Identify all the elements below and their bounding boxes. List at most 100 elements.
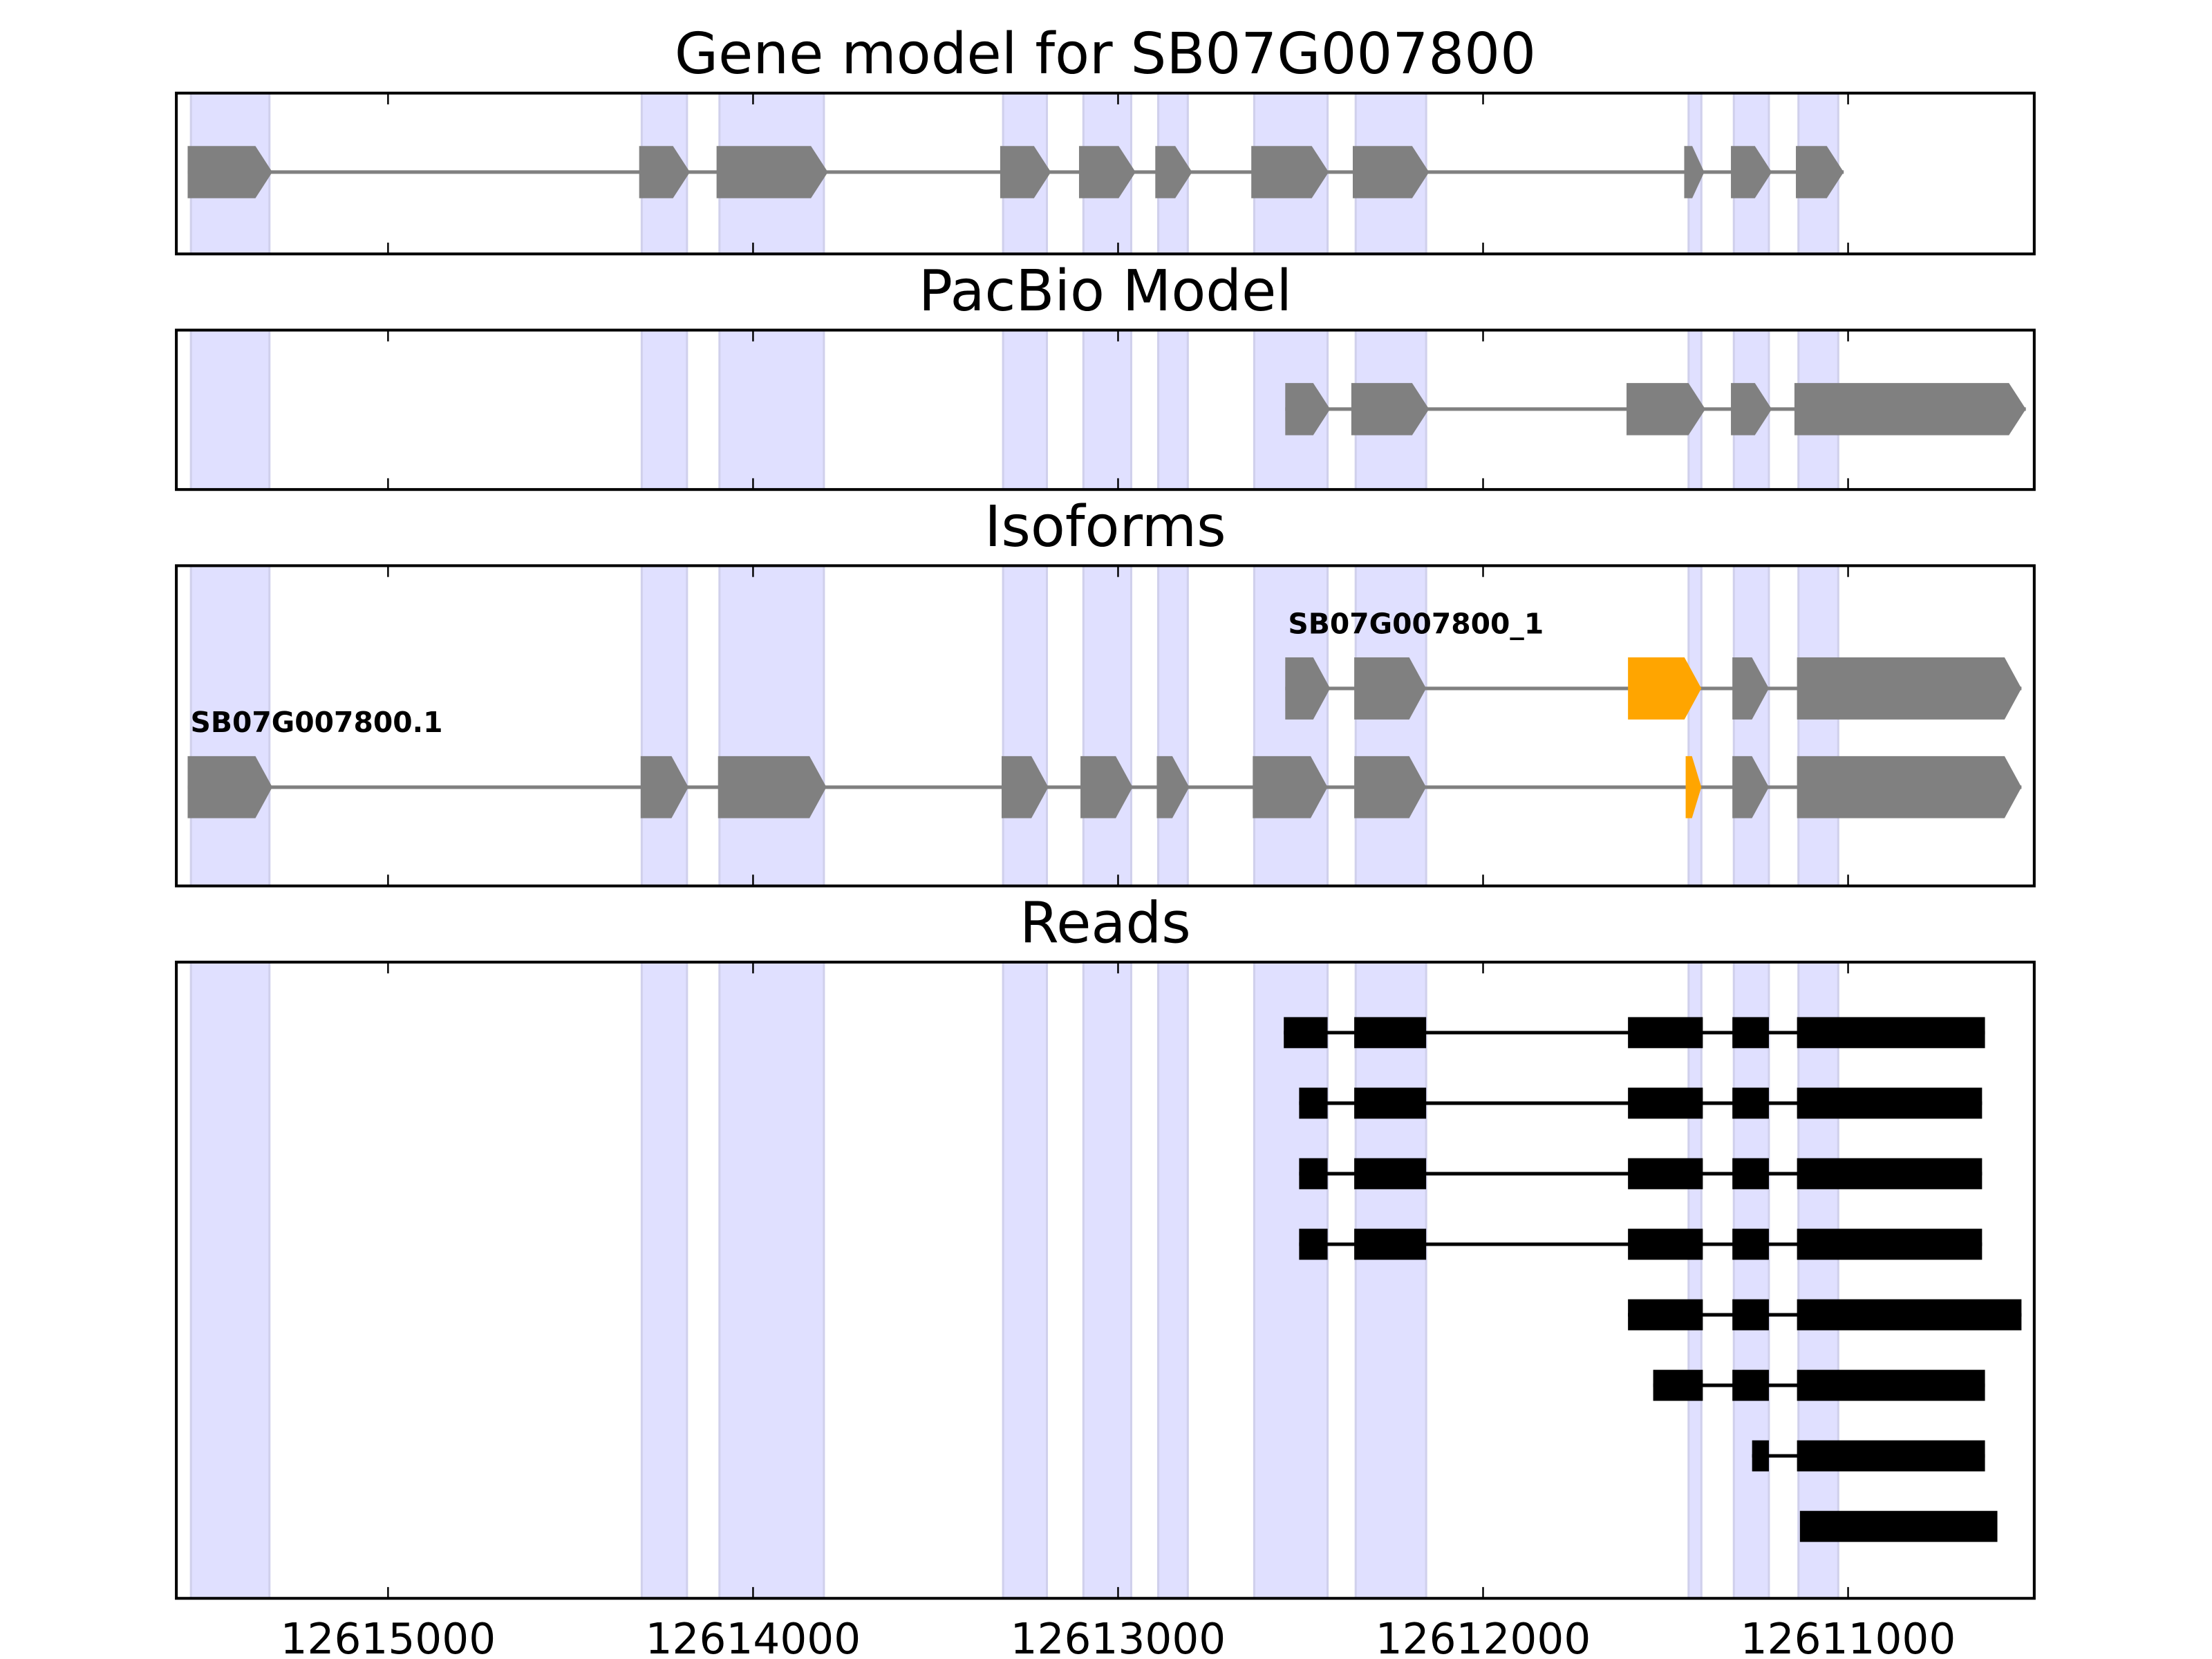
exon-arrow bbox=[1354, 756, 1427, 818]
read-exon-block bbox=[1628, 1228, 1703, 1260]
shaded-region bbox=[1732, 564, 1770, 888]
shaded-region bbox=[1002, 329, 1049, 491]
shaded-region bbox=[1082, 564, 1133, 888]
shaded-region bbox=[718, 961, 825, 1600]
isoform-label: SB07G007800.1 bbox=[191, 706, 443, 739]
read-exon-block bbox=[1797, 1440, 1985, 1472]
exon-arrow bbox=[718, 756, 827, 818]
read-exon-block bbox=[1732, 1228, 1769, 1260]
exon-arrow bbox=[1794, 383, 2026, 435]
isoform-label: SB07G007800_1 bbox=[1288, 607, 1544, 640]
exon-arrow bbox=[1002, 756, 1049, 818]
exon-arrow bbox=[1352, 146, 1430, 198]
exon-arrow bbox=[1731, 383, 1772, 435]
read-exon-block bbox=[1732, 1299, 1769, 1331]
read-exon-block bbox=[1284, 1017, 1328, 1049]
read-exon-block bbox=[1354, 1017, 1427, 1049]
exon-arrow bbox=[1797, 756, 2022, 818]
x-tick-label: 12613000 bbox=[1011, 1615, 1226, 1659]
read-exon-block bbox=[1354, 1087, 1427, 1119]
shaded-region bbox=[1687, 961, 1703, 1600]
read-exon-block bbox=[1299, 1087, 1328, 1119]
highlighted-exon bbox=[1685, 756, 1702, 818]
read-exon-block bbox=[1797, 1087, 1983, 1119]
panel-frame bbox=[175, 960, 2036, 1600]
exon-arrow bbox=[640, 756, 688, 818]
shaded-region bbox=[1797, 564, 1839, 888]
shaded-region bbox=[1253, 564, 1329, 888]
exon-arrow bbox=[1155, 146, 1192, 198]
exon-arrow bbox=[1732, 657, 1769, 720]
panel-title: Gene model for SB07G007800 bbox=[675, 21, 1536, 87]
read-exon-block bbox=[1797, 1158, 1983, 1190]
read-exon-block bbox=[1752, 1440, 1769, 1472]
shaded-region bbox=[640, 329, 688, 491]
x-tick-label: 12615000 bbox=[281, 1615, 496, 1659]
panel-title: Isoforms bbox=[984, 494, 1226, 560]
exon-arrow bbox=[1351, 383, 1430, 435]
exon-arrow bbox=[1732, 756, 1769, 818]
shaded-region bbox=[189, 564, 271, 888]
exon-arrow bbox=[1000, 146, 1051, 198]
shaded-region bbox=[1157, 961, 1189, 1600]
shaded-region bbox=[1797, 961, 1839, 1600]
read-exon-block bbox=[1732, 1158, 1769, 1190]
read-exon-block bbox=[1354, 1158, 1427, 1190]
shaded-region bbox=[1253, 961, 1329, 1600]
exon-arrow bbox=[1253, 756, 1328, 818]
shaded-region bbox=[1082, 961, 1133, 1600]
exon-arrow bbox=[1354, 657, 1427, 720]
read-exon-block bbox=[1732, 1369, 1769, 1401]
exon-arrow bbox=[1797, 657, 2022, 720]
shaded-region bbox=[1082, 329, 1133, 491]
shaded-region bbox=[1687, 564, 1703, 888]
exon-arrow bbox=[1285, 383, 1331, 435]
exon-arrow bbox=[1684, 146, 1705, 198]
read-exon-block bbox=[1299, 1228, 1328, 1260]
shaded-region bbox=[718, 329, 825, 491]
shaded-region bbox=[1354, 564, 1427, 888]
shaded-region bbox=[1732, 961, 1770, 1600]
read-exon-block bbox=[1797, 1228, 1983, 1260]
shaded-region bbox=[718, 564, 825, 888]
shaded-region bbox=[1002, 961, 1049, 1600]
exon-arrow bbox=[639, 146, 691, 198]
exon-arrow bbox=[1285, 657, 1331, 720]
shaded-region bbox=[1157, 564, 1189, 888]
shaded-region bbox=[1157, 329, 1189, 491]
read-exon-block bbox=[1799, 1510, 1998, 1542]
exon-arrow bbox=[1251, 146, 1329, 198]
shaded-region bbox=[189, 329, 271, 491]
exon-arrow bbox=[1731, 146, 1772, 198]
shaded-region bbox=[1354, 961, 1427, 1600]
read-exon-block bbox=[1797, 1369, 1985, 1401]
exon-arrow bbox=[1627, 383, 1706, 435]
x-tick-label: 12611000 bbox=[1741, 1615, 1956, 1659]
shaded-region bbox=[189, 961, 271, 1600]
read-exon-block bbox=[1299, 1158, 1328, 1190]
exon-arrow bbox=[187, 756, 272, 818]
shaded-region bbox=[1002, 564, 1049, 888]
panel-title: PacBio Model bbox=[919, 259, 1292, 324]
shaded-region bbox=[640, 961, 688, 1600]
read-exon-block bbox=[1797, 1299, 2022, 1331]
panel-frame bbox=[175, 91, 2036, 256]
panel-frame bbox=[175, 328, 2036, 491]
highlighted-exon bbox=[1628, 657, 1702, 720]
read-exon-block bbox=[1628, 1087, 1703, 1119]
exon-arrow bbox=[1796, 146, 1844, 198]
exon-arrow bbox=[1078, 146, 1136, 198]
x-tick-label: 12612000 bbox=[1376, 1615, 1591, 1659]
panel-title: Reads bbox=[1020, 890, 1191, 956]
read-exon-block bbox=[1628, 1158, 1703, 1190]
read-exon-block bbox=[1653, 1369, 1703, 1401]
x-tick-label: 12614000 bbox=[646, 1615, 861, 1659]
panel-frame bbox=[175, 564, 2036, 888]
read-exon-block bbox=[1628, 1017, 1703, 1049]
exon-arrow bbox=[187, 146, 272, 198]
exon-arrow bbox=[1080, 756, 1133, 818]
read-exon-block bbox=[1797, 1017, 1985, 1049]
exon-arrow bbox=[1156, 756, 1190, 818]
read-exon-block bbox=[1732, 1087, 1769, 1119]
